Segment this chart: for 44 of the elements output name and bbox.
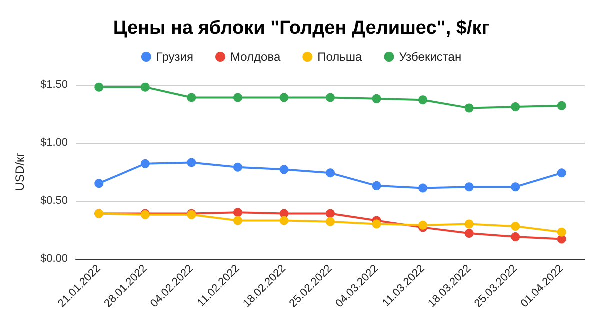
point — [94, 82, 104, 92]
point — [557, 101, 566, 110]
point — [464, 220, 474, 229]
point — [418, 96, 428, 105]
point — [233, 208, 242, 218]
point — [187, 93, 196, 102]
point — [233, 93, 242, 102]
legend-label: Узбекистан — [399, 50, 462, 64]
point — [557, 228, 566, 237]
point — [372, 220, 382, 229]
legend-label: Грузия — [156, 50, 194, 64]
point — [94, 179, 104, 188]
legend-label: Польша — [318, 50, 363, 64]
point — [557, 168, 566, 178]
y-tick-label: $0.50 — [40, 195, 68, 207]
point — [464, 228, 474, 238]
y-tick-label: $1.50 — [40, 79, 68, 91]
point — [280, 216, 289, 226]
point — [464, 182, 474, 192]
point — [418, 220, 428, 230]
point — [326, 217, 335, 226]
point — [140, 159, 150, 168]
point — [372, 181, 382, 190]
point — [326, 168, 335, 178]
point — [280, 93, 289, 102]
point — [233, 216, 242, 226]
point — [511, 182, 520, 192]
point — [372, 94, 382, 104]
y-tick-label: $1.00 — [40, 137, 68, 149]
point — [280, 165, 289, 174]
y-tick-label: $0.00 — [40, 253, 68, 265]
point — [464, 104, 474, 113]
point — [140, 82, 150, 92]
point — [326, 93, 335, 102]
point — [511, 222, 520, 232]
point — [418, 184, 428, 193]
point — [511, 232, 520, 242]
chart-title: Цены на яблоки "Голден Делишес", $/кг — [113, 18, 490, 39]
legend-label: Молдова — [230, 50, 281, 64]
point — [511, 102, 520, 112]
y-axis-title: USD/кг — [13, 152, 27, 192]
point — [187, 158, 196, 168]
point — [233, 162, 242, 172]
point — [326, 209, 335, 218]
